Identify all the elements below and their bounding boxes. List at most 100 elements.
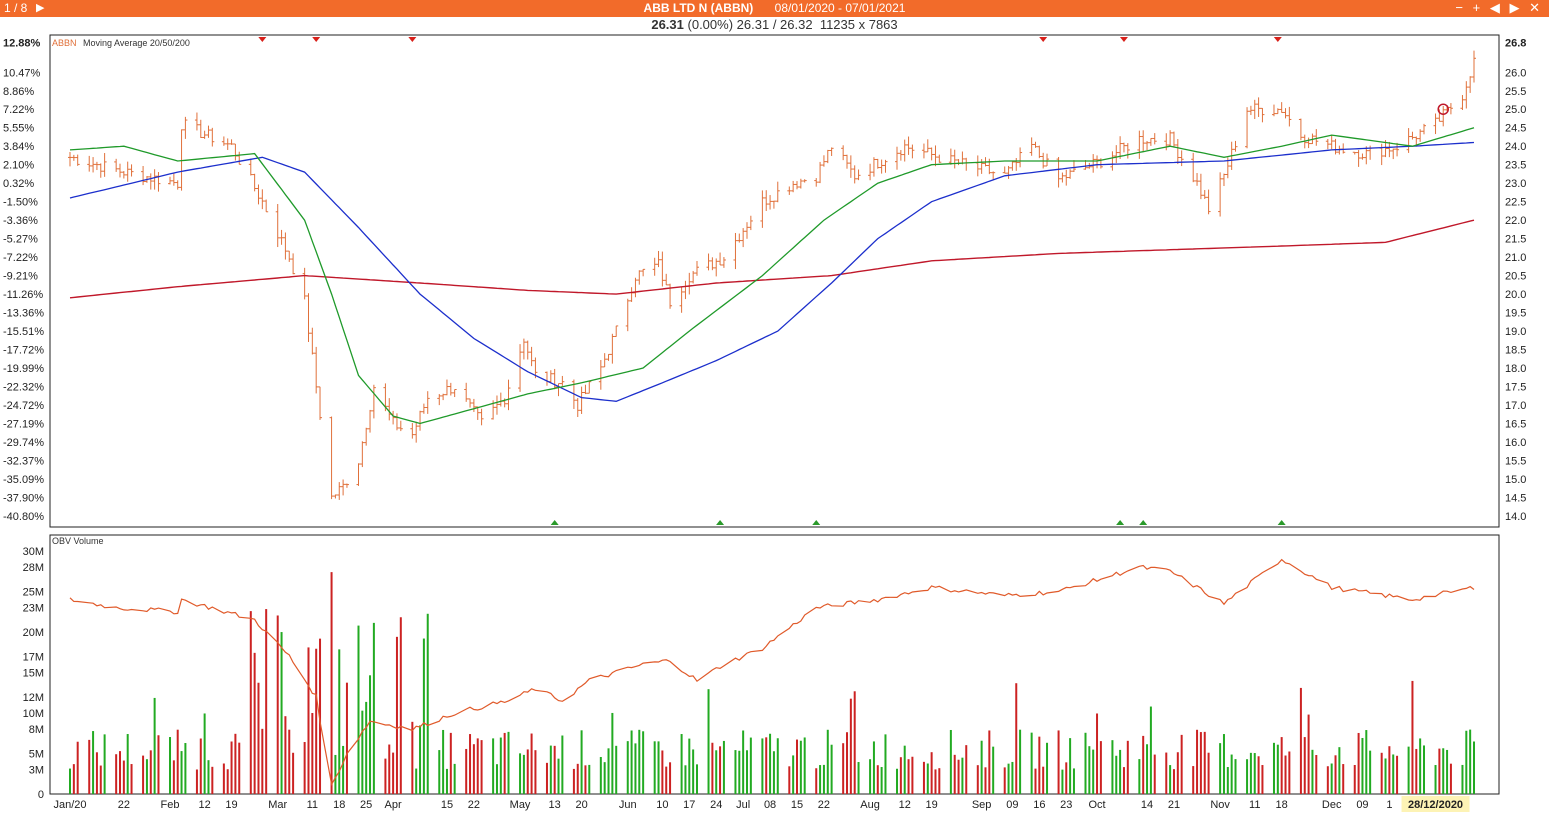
- price-tick-label: 19.0: [1505, 326, 1526, 338]
- volume-bar: [88, 739, 91, 794]
- price-bar: [1110, 151, 1115, 171]
- chart-area[interactable]: 26.8 26.0 25.5 25.0 24.5 24.0 23.5 23.0 22.5 22.0…: [0, 33, 1549, 818]
- price-bar: [1333, 138, 1338, 155]
- volume-bar: [499, 737, 502, 794]
- volume-bar: [522, 754, 525, 794]
- x-axis-label: Dec: [1322, 799, 1342, 811]
- percent-tick-label: 3.84%: [3, 141, 34, 153]
- volume-bar: [776, 738, 779, 794]
- volume-tick-label: 0: [38, 789, 44, 801]
- volume-bar: [588, 764, 591, 794]
- scroll-left-icon[interactable]: ◀: [1489, 0, 1503, 15]
- zoom-out-icon[interactable]: −: [1455, 0, 1466, 15]
- price-bar: [1421, 123, 1426, 135]
- price-bar: [1095, 155, 1100, 169]
- volume-bar: [1203, 731, 1206, 794]
- volume-bar: [930, 752, 933, 794]
- volume-tick-label: 25M: [23, 587, 44, 599]
- price-tick-label: 18.0: [1505, 363, 1526, 375]
- x-axis-label: Aug: [860, 799, 880, 811]
- x-axis-label: 12: [899, 799, 911, 811]
- price-bar: [364, 427, 369, 446]
- price-bar: [1406, 128, 1411, 153]
- volume-bar: [1396, 755, 1399, 794]
- volume-bar: [1172, 769, 1175, 794]
- volume-bar: [1419, 738, 1422, 794]
- volume-bar: [334, 754, 337, 794]
- volume-bar: [1446, 749, 1449, 794]
- price-bar: [198, 119, 203, 138]
- price-bar: [102, 153, 107, 177]
- price-bar: [898, 150, 903, 161]
- volume-bar: [661, 750, 664, 794]
- close-icon[interactable]: ✕: [1529, 0, 1543, 15]
- volume-bar: [922, 761, 925, 794]
- volume-bar: [1342, 764, 1345, 794]
- ma50-line: [69, 141, 1475, 402]
- volume-bar: [199, 738, 202, 794]
- price-bar: [1448, 103, 1453, 115]
- price-bar: [237, 151, 242, 165]
- price-tick-label: 19.5: [1505, 308, 1526, 320]
- price-bar: [114, 158, 119, 172]
- volume-bar: [896, 768, 899, 794]
- volume-bar: [849, 698, 852, 794]
- volume-tick-label: 20M: [23, 627, 44, 639]
- price-bar: [721, 257, 726, 268]
- volume-bar: [584, 765, 587, 794]
- volume-bar: [1072, 768, 1075, 794]
- price-bar: [341, 479, 346, 496]
- volume-bar: [669, 762, 672, 794]
- price-bar: [798, 178, 803, 189]
- volume-bar: [715, 750, 718, 794]
- sell-signal-marker: [312, 37, 321, 42]
- volume-bar: [799, 740, 802, 794]
- volume-bar: [1253, 753, 1256, 794]
- price-bar: [210, 127, 215, 147]
- volume-bar: [1434, 765, 1437, 794]
- price-bar: [256, 184, 261, 205]
- price-bar: [1198, 173, 1203, 200]
- price-bar: [744, 222, 749, 239]
- volume-bar: [749, 737, 752, 794]
- price-bar: [221, 136, 226, 146]
- buy-signal-marker: [550, 520, 559, 525]
- volume-bar: [1007, 763, 1010, 794]
- zoom-in-icon[interactable]: +: [1472, 0, 1484, 15]
- volume-bar: [1057, 730, 1060, 794]
- volume-bar: [1230, 754, 1233, 794]
- price-bar: [1256, 97, 1261, 117]
- volume-bar: [1034, 768, 1037, 794]
- volume-bar: [1315, 755, 1318, 794]
- volume-bar: [530, 733, 533, 794]
- price-bar: [168, 176, 173, 185]
- volume-bar: [1311, 749, 1314, 794]
- price-bar: [494, 395, 499, 415]
- x-axis-label: 17: [683, 799, 695, 811]
- price-bar: [129, 164, 134, 177]
- price-bar: [441, 393, 446, 401]
- price-bar: [1306, 137, 1311, 149]
- volume-bar: [680, 734, 683, 794]
- next-page-arrow-icon[interactable]: ▶: [36, 2, 45, 14]
- volume-bar: [507, 731, 510, 794]
- price-bar: [660, 251, 665, 287]
- price-bar: [1221, 173, 1226, 187]
- volume-bar: [745, 750, 748, 794]
- price-bar: [1148, 137, 1153, 146]
- window-titlebar: 1 / 8 ▶ ABB LTD N (ABBN) 08/01/2020 - 07…: [0, 0, 1549, 17]
- scroll-right-icon[interactable]: ▶: [1509, 0, 1523, 15]
- price-bar: [764, 190, 769, 211]
- volume-bar: [157, 735, 160, 794]
- percent-tick-label: -17.72%: [3, 345, 44, 357]
- price-bar: [714, 258, 719, 277]
- volume-bar: [315, 648, 318, 794]
- volume-bar: [92, 731, 95, 794]
- volume-bar: [692, 749, 695, 794]
- price-tick-label: 24.0: [1505, 141, 1526, 153]
- price-bar: [791, 180, 796, 193]
- x-axis-label: 22: [818, 799, 830, 811]
- price-bar: [598, 359, 603, 390]
- price-bar: [1252, 99, 1257, 120]
- volume-bar: [1222, 734, 1225, 794]
